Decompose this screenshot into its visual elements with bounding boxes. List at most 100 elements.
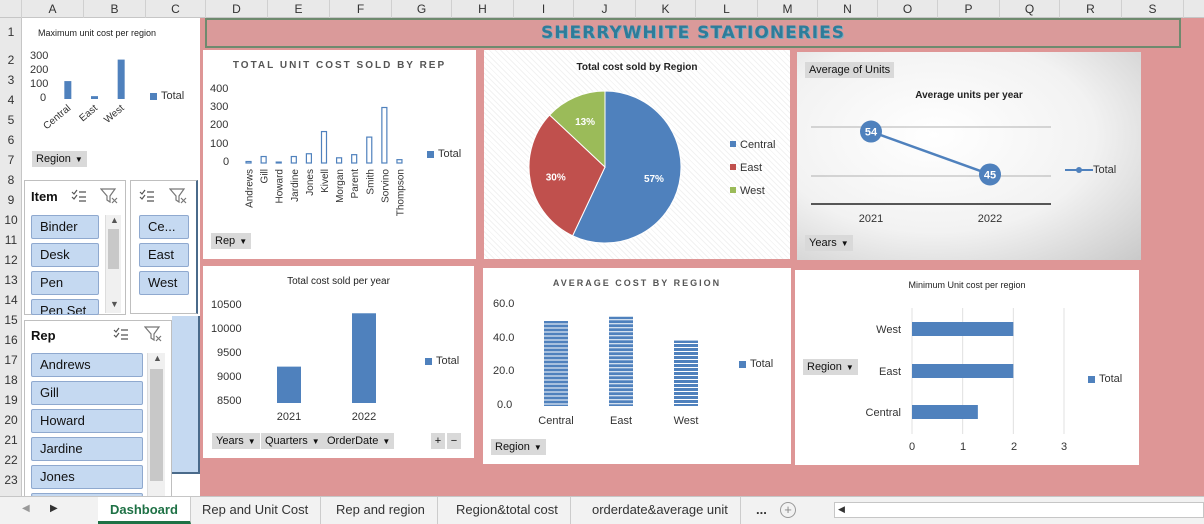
row-header-18[interactable]: 18 <box>4 373 18 387</box>
multi-select-icon[interactable] <box>113 327 129 341</box>
column-header-j[interactable]: J <box>574 0 636 18</box>
row-header-9[interactable]: 9 <box>7 193 15 207</box>
column-header-e[interactable]: E <box>268 0 330 18</box>
banner[interactable]: SHERRYWHITE STATIONERIES <box>205 18 1181 48</box>
row-header-2[interactable]: 2 <box>7 53 15 67</box>
clear-filter-icon[interactable] <box>144 326 162 342</box>
column-header-k[interactable]: K <box>636 0 696 18</box>
chart-total-cost-per-year[interactable]: Total cost sold per year 10500 10000 950… <box>203 266 474 458</box>
slicer-item-binder[interactable]: Binder <box>31 215 99 239</box>
slicer-scrollbar[interactable]: ▲ <box>147 353 165 497</box>
horizontal-scrollbar[interactable]: ◀ <box>834 502 1204 518</box>
slicer-item-pen[interactable]: Pen <box>31 271 99 295</box>
scroll-down-icon[interactable]: ▼ <box>110 299 119 309</box>
slicer-item-east[interactable]: East <box>139 243 189 267</box>
row-header-22[interactable]: 22 <box>4 453 18 467</box>
chart-max-unit-cost[interactable]: Maximum unit cost per region 300 200 100… <box>22 18 200 176</box>
chart-total-unit-cost-by-rep[interactable]: TOTAL UNIT COST SOLD BY REP 400 300 200 … <box>203 50 476 259</box>
column-header-r[interactable]: R <box>1060 0 1122 18</box>
region-filter-button[interactable]: Region ▼ <box>491 439 546 455</box>
column-header-l[interactable]: L <box>696 0 758 18</box>
slicer-item-desk[interactable]: Desk <box>31 243 99 267</box>
tab-region-total-cost[interactable]: Region&total cost <box>444 497 571 524</box>
row-header-20[interactable]: 20 <box>4 413 18 427</box>
scroll-up-icon[interactable]: ▲ <box>153 353 162 363</box>
select-all-corner[interactable] <box>0 0 22 18</box>
multi-select-icon[interactable] <box>71 189 87 203</box>
row-header-6[interactable]: 6 <box>7 133 15 147</box>
chart-total-cost-by-region[interactable]: Total cost sold by Region 57% Central 30% E… <box>484 50 790 259</box>
column-header-c[interactable]: C <box>146 0 206 18</box>
column-header-q[interactable]: Q <box>1000 0 1060 18</box>
row-header-17[interactable]: 17 <box>4 353 18 367</box>
region-slicer[interactable]: Ce... East West <box>130 180 198 314</box>
column-header-h[interactable]: H <box>452 0 514 18</box>
column-header-a[interactable]: A <box>22 0 84 18</box>
chart-average-cost-by-region[interactable]: AVERAGE COST BY REGION 60.0 40.0 20.0 0.… <box>483 268 791 464</box>
region-filter-button[interactable]: Region ▼ <box>32 151 87 167</box>
column-header-n[interactable]: N <box>818 0 878 18</box>
years-filter-button[interactable]: Years ▼ <box>212 433 260 449</box>
tab-rep-and-region[interactable]: Rep and region <box>324 497 438 524</box>
item-slicer[interactable]: Item Binder Desk Pen Pen Set ▲ ▼ <box>24 180 126 315</box>
row-header-1[interactable]: 1 <box>7 25 15 39</box>
chart-average-units-per-year[interactable]: Average of Units Average units per year … <box>797 52 1141 260</box>
clear-filter-icon[interactable] <box>100 188 118 204</box>
chart-minimum-unit-cost[interactable]: Minimum Unit cost per region West East Cen… <box>795 270 1139 465</box>
expand-field-button[interactable]: + <box>431 433 445 449</box>
row-header-11[interactable]: 11 <box>4 233 18 247</box>
row-header-7[interactable]: 7 <box>7 153 15 167</box>
scroll-tabs-right-icon[interactable]: ▶ <box>50 503 58 514</box>
tab-more[interactable]: ... <box>756 502 767 517</box>
slicer-item-howard[interactable]: Howard <box>31 409 143 433</box>
scroll-tabs-left-icon[interactable]: ◀ <box>22 503 30 514</box>
average-of-units-button[interactable]: Average of Units <box>805 62 895 78</box>
tab-rep-and-unit-cost[interactable]: Rep and Unit Cost <box>190 497 322 524</box>
column-header-f[interactable]: F <box>330 0 392 18</box>
scroll-thumb[interactable] <box>108 229 119 269</box>
quarters-filter-button[interactable]: Quarters ▼ <box>261 433 324 449</box>
row-header-3[interactable]: 3 <box>7 73 15 87</box>
scroll-left-icon[interactable]: ◀ <box>838 504 845 514</box>
row-header-8[interactable]: 8 <box>7 173 15 187</box>
scroll-up-icon[interactable]: ▲ <box>110 215 119 225</box>
years-filter-button[interactable]: Years ▼ <box>805 235 853 251</box>
row-header-4[interactable]: 4 <box>7 93 15 107</box>
row-header-10[interactable]: 10 <box>4 213 18 227</box>
slicer-item-jardine[interactable]: Jardine <box>31 437 143 461</box>
row-header-5[interactable]: 5 <box>7 113 15 127</box>
tab-orderdate-average-unit[interactable]: orderdate&average unit <box>580 497 741 524</box>
slicer-item-gill[interactable]: Gill <box>31 381 143 405</box>
column-header-s[interactable]: S <box>1122 0 1184 18</box>
column-header-b[interactable]: B <box>84 0 146 18</box>
row-header-21[interactable]: 21 <box>4 433 18 447</box>
column-header-d[interactable]: D <box>206 0 268 18</box>
multi-select-icon[interactable] <box>139 189 155 203</box>
column-header-m[interactable]: M <box>758 0 818 18</box>
slicer-item-andrews[interactable]: Andrews <box>31 353 143 377</box>
slicer-item-central[interactable]: Ce... <box>139 215 189 239</box>
column-header-g[interactable]: G <box>392 0 452 18</box>
slicer-scrollbar[interactable]: ▲ ▼ <box>105 215 121 313</box>
rep-slicer[interactable]: Rep Andrews Gill Howard Jardine Jones ▲ <box>24 320 172 497</box>
column-header-i[interactable]: I <box>514 0 574 18</box>
slicer-item-pen-set[interactable]: Pen Set <box>31 299 99 315</box>
slicer-item-west[interactable]: West <box>139 271 189 295</box>
column-header-p[interactable]: P <box>938 0 1000 18</box>
rep-filter-button[interactable]: Rep ▼ <box>211 233 252 249</box>
orderdate-filter-button[interactable]: OrderDate ▼ <box>323 433 395 449</box>
row-header-19[interactable]: 19 <box>4 393 18 407</box>
row-header-12[interactable]: 12 <box>4 253 18 267</box>
row-header-15[interactable]: 15 <box>4 313 18 327</box>
scroll-thumb[interactable] <box>150 369 163 481</box>
collapse-field-button[interactable]: − <box>447 433 461 449</box>
add-sheet-button[interactable]: + <box>780 502 796 518</box>
row-header-14[interactable]: 14 <box>4 293 18 307</box>
column-header-o[interactable]: O <box>878 0 938 18</box>
region-filter-button[interactable]: Region ▼ <box>803 359 858 375</box>
row-header-13[interactable]: 13 <box>4 273 18 287</box>
row-header-23[interactable]: 23 <box>4 473 18 487</box>
clear-filter-icon[interactable] <box>169 188 187 204</box>
slicer-item-jones[interactable]: Jones <box>31 465 143 489</box>
tab-dashboard[interactable]: Dashboard <box>98 497 191 524</box>
